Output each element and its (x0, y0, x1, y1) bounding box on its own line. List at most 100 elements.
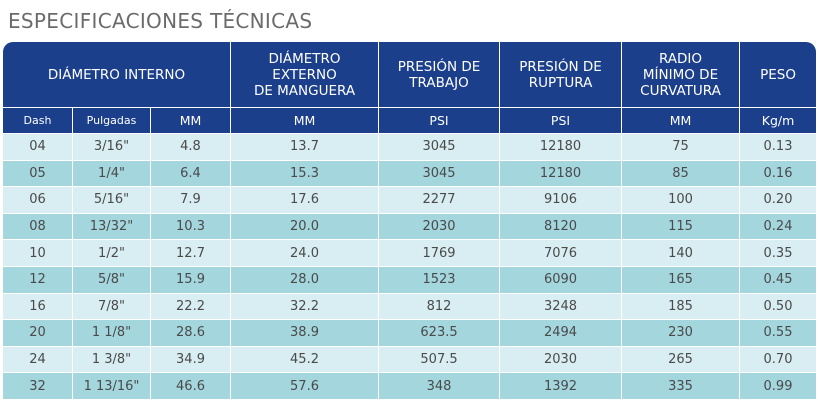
cell-pulgadas: 1 13/16" (73, 372, 151, 399)
header-line: CURVATURA (640, 82, 721, 99)
cell-dash: 24 (3, 345, 73, 373)
cell-peso: 0.50 (740, 292, 817, 320)
cell-mm-radio: 335 (622, 372, 741, 399)
table-row: 32 1 13/16" 46.6 57.6 348 1392 335 0.99 (3, 372, 817, 399)
header-line: EXTERNO (272, 66, 337, 83)
cell-mm-radio: 115 (622, 212, 741, 240)
table-body: 04 3/16" 4.8 13.7 3045 12180 75 0.13 05 1/4" 6.4 15… (3, 133, 817, 399)
cell-psi-trabajo: 2277 (379, 186, 501, 213)
cell-psi-ruptura: 2494 (500, 319, 623, 346)
table-row: 06 5/16" 7.9 17.6 2277 9106 100 0.20 (3, 186, 817, 213)
cell-pulgadas: 3/16" (73, 133, 151, 160)
cell-psi-ruptura: 8120 (500, 212, 623, 240)
cell-psi-trabajo: 1523 (379, 265, 501, 293)
header-line: TRABAJO (409, 74, 469, 91)
cell-mm-radio: 165 (622, 265, 741, 293)
cell-mm-externo: 20.0 (231, 212, 380, 240)
header-line: MÍNIMO DE (642, 66, 719, 83)
cell-psi-ruptura: 9106 (500, 186, 623, 213)
cell-psi-trabajo: 1769 (379, 239, 501, 266)
cell-mm-externo: 13.7 (231, 133, 380, 160)
cell-mm-interno: 10.3 (151, 212, 232, 240)
cell-psi-ruptura: 6090 (500, 265, 623, 293)
cell-mm-radio: 265 (622, 345, 741, 373)
cell-mm-interno: 28.6 (151, 319, 232, 346)
table-row: 12 5/8" 15.9 28.0 1523 6090 165 0.45 (3, 265, 817, 293)
cell-mm-interno: 7.9 (151, 186, 232, 213)
cell-psi-trabajo: 348 (379, 372, 501, 399)
unit-mm-interno: MM (151, 108, 232, 133)
cell-psi-trabajo: 3045 (379, 159, 501, 187)
cell-mm-externo: 38.9 (231, 319, 380, 346)
cell-mm-radio: 75 (622, 133, 741, 160)
cell-peso: 0.16 (740, 159, 817, 187)
cell-psi-trabajo: 812 (379, 292, 501, 320)
cell-pulgadas: 1/2" (73, 239, 151, 266)
cell-pulgadas: 13/32" (73, 212, 151, 240)
cell-psi-trabajo: 3045 (379, 133, 501, 160)
header-presion-trabajo: PRESIÓN DE TRABAJO (379, 42, 501, 108)
table-row: 24 1 3/8" 34.9 45.2 507.5 2030 265 0.70 (3, 345, 817, 373)
cell-peso: 0.45 (740, 265, 817, 293)
cell-peso: 0.20 (740, 186, 817, 213)
cell-mm-radio: 140 (622, 239, 741, 266)
cell-psi-trabajo: 2030 (379, 212, 501, 240)
cell-mm-interno: 4.8 (151, 133, 232, 160)
cell-pulgadas: 7/8" (73, 292, 151, 320)
unit-mm-externo: MM (231, 108, 380, 133)
unit-mm-radio: MM (622, 108, 741, 133)
table-row: 08 13/32" 10.3 20.0 2030 8120 115 0.24 (3, 212, 817, 240)
unit-psi-ruptura: PSI (500, 108, 623, 133)
page-title: ESPECIFICACIONES TÉCNICAS (8, 9, 313, 33)
spec-table: DIÁMETRO INTERNO DIÁMETRO EXTERNO DE MAN… (3, 42, 817, 399)
cell-pulgadas: 5/8" (73, 265, 151, 293)
cell-peso: 0.35 (740, 239, 817, 266)
cell-mm-radio: 185 (622, 292, 741, 320)
cell-dash: 20 (3, 319, 73, 346)
cell-psi-trabajo: 623.5 (379, 319, 501, 346)
header-line: DE MANGUERA (253, 82, 356, 99)
cell-mm-externo: 32.2 (231, 292, 380, 320)
cell-mm-radio: 230 (622, 319, 741, 346)
header-peso: PESO (740, 42, 817, 108)
cell-psi-ruptura: 7076 (500, 239, 623, 266)
cell-dash: 08 (3, 212, 73, 240)
cell-peso: 0.24 (740, 212, 817, 240)
cell-mm-externo: 28.0 (231, 265, 380, 293)
cell-psi-trabajo: 507.5 (379, 345, 501, 373)
cell-mm-radio: 85 (622, 159, 741, 187)
cell-dash: 06 (3, 186, 73, 213)
table-row: 04 3/16" 4.8 13.7 3045 12180 75 0.13 (3, 133, 817, 160)
header-line: RADIO (658, 50, 703, 67)
cell-mm-interno: 22.2 (151, 292, 232, 320)
cell-psi-ruptura: 2030 (500, 345, 623, 373)
cell-dash: 10 (3, 239, 73, 266)
cell-mm-interno: 34.9 (151, 345, 232, 373)
cell-pulgadas: 1 1/8" (73, 319, 151, 346)
header-radio: RADIO MÍNIMO DE CURVATURA (622, 42, 741, 108)
cell-pulgadas: 1/4" (73, 159, 151, 187)
unit-pulgadas: Pulgadas (73, 108, 151, 133)
cell-dash: 05 (3, 159, 73, 187)
header-diametro-externo: DIÁMETRO EXTERNO DE MANGUERA (231, 42, 380, 108)
cell-pulgadas: 5/16" (73, 186, 151, 213)
cell-psi-ruptura: 12180 (500, 159, 623, 187)
table-row: 20 1 1/8" 28.6 38.9 623.5 2494 230 0.55 (3, 319, 817, 346)
cell-peso: 0.13 (740, 133, 817, 160)
cell-mm-interno: 6.4 (151, 159, 232, 187)
cell-mm-externo: 15.3 (231, 159, 380, 187)
cell-psi-ruptura: 3248 (500, 292, 623, 320)
cell-mm-interno: 15.9 (151, 265, 232, 293)
cell-dash: 32 (3, 372, 73, 399)
cell-mm-externo: 57.6 (231, 372, 380, 399)
unit-kgm: Kg/m (740, 108, 817, 133)
cell-psi-ruptura: 12180 (500, 133, 623, 160)
cell-mm-interno: 12.7 (151, 239, 232, 266)
header-presion-ruptura: PRESIÓN DE RUPTURA (500, 42, 623, 108)
cell-mm-externo: 45.2 (231, 345, 380, 373)
cell-peso: 0.55 (740, 319, 817, 346)
cell-peso: 0.99 (740, 372, 817, 399)
header-line: PRESIÓN DE (519, 58, 602, 75)
cell-dash: 12 (3, 265, 73, 293)
header-line: PRESIÓN DE (397, 58, 481, 75)
